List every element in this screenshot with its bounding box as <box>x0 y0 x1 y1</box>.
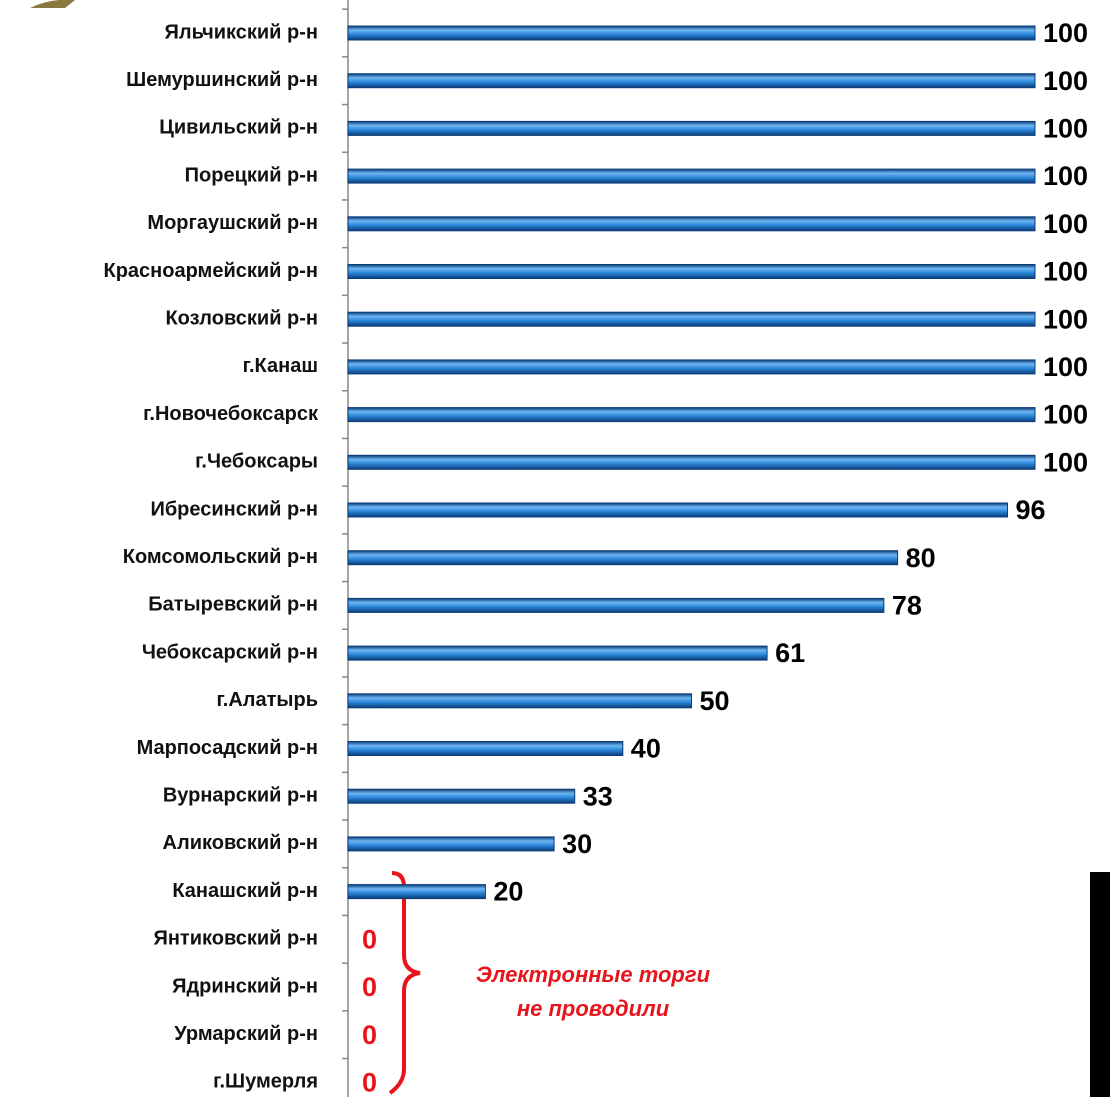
category-label: Вурнарский р-н <box>163 784 318 806</box>
bar <box>347 264 1036 279</box>
category-label: г.Чебоксары <box>195 451 318 473</box>
category-label: Моргаушский р-н <box>147 212 318 234</box>
value-label: 100 <box>1043 209 1088 239</box>
category-label: Аликовский р-н <box>163 832 318 854</box>
bar <box>347 836 555 852</box>
bar <box>347 597 885 613</box>
bar <box>347 73 1036 89</box>
bar <box>347 216 1036 232</box>
category-label: Цивильский р-н <box>159 117 318 139</box>
value-label: 0 <box>362 972 377 1002</box>
value-label: 100 <box>1043 257 1088 287</box>
value-label: 0 <box>362 1068 377 1097</box>
decor-block <box>1090 872 1110 1097</box>
category-label: Ядринский р-н <box>172 975 318 997</box>
category-label: г.Шумерля <box>213 1071 318 1093</box>
bar <box>347 120 1036 136</box>
value-label: 100 <box>1043 400 1088 430</box>
bar <box>347 359 1036 375</box>
category-label: Красноармейский р-н <box>104 260 319 282</box>
bar <box>347 645 768 661</box>
value-label: 33 <box>583 781 613 811</box>
value-label: 40 <box>631 734 661 764</box>
category-label: Канашский р-н <box>172 880 318 902</box>
annotation: не проводили <box>517 996 670 1021</box>
value-label: 100 <box>1043 447 1088 477</box>
annotation: Электронные торги <box>476 962 711 987</box>
bar <box>347 25 1036 41</box>
value-label: 61 <box>775 638 805 668</box>
category-label: Батыревский р-н <box>148 594 318 616</box>
value-label: 100 <box>1043 352 1088 382</box>
value-label: 100 <box>1043 161 1088 191</box>
category-label: г.Канаш <box>243 355 318 377</box>
category-label: Урмарский р-н <box>174 1023 318 1045</box>
category-label: Янтиковский р-н <box>153 928 318 950</box>
value-label: 96 <box>1016 495 1046 525</box>
category-label: Ибресинский р-н <box>150 498 318 520</box>
brace <box>388 871 421 1095</box>
decor-corner <box>30 0 75 8</box>
value-label: 100 <box>1043 304 1088 334</box>
category-label: г.Алатырь <box>216 689 318 711</box>
bar <box>347 693 692 709</box>
value-label: 78 <box>892 591 922 621</box>
category-label: Шемуршинский р-н <box>126 69 318 91</box>
value-label: 80 <box>906 543 936 573</box>
category-label: Яльчикский р-н <box>164 21 318 43</box>
value-label: 0 <box>362 1020 377 1050</box>
category-label: Комсомольский р-н <box>123 546 318 568</box>
value-label: 100 <box>1043 18 1088 48</box>
bar <box>347 741 624 756</box>
category-label: Порецкий р-н <box>185 164 318 186</box>
bar <box>347 502 1009 518</box>
bar <box>347 407 1036 423</box>
value-label: 100 <box>1043 66 1088 96</box>
value-label: 100 <box>1043 114 1088 144</box>
value-label: 30 <box>562 829 592 859</box>
value-label: 0 <box>362 924 377 954</box>
bar <box>347 550 899 566</box>
category-label: г.Новочебоксарск <box>143 403 319 425</box>
category-label: Козловский р-н <box>165 307 318 329</box>
bar <box>347 884 486 900</box>
plot: Яльчикский р-н 100 Шемуршинский р-н 100 Циви… <box>104 0 1088 1097</box>
category-label: Чебоксарский р-н <box>142 641 318 663</box>
bar <box>347 788 576 804</box>
bar <box>347 311 1036 327</box>
value-label: 50 <box>700 686 730 716</box>
bar <box>347 168 1036 184</box>
bar <box>347 454 1036 470</box>
value-label: 20 <box>493 877 523 907</box>
category-label: Марпосадский р-н <box>137 737 318 759</box>
